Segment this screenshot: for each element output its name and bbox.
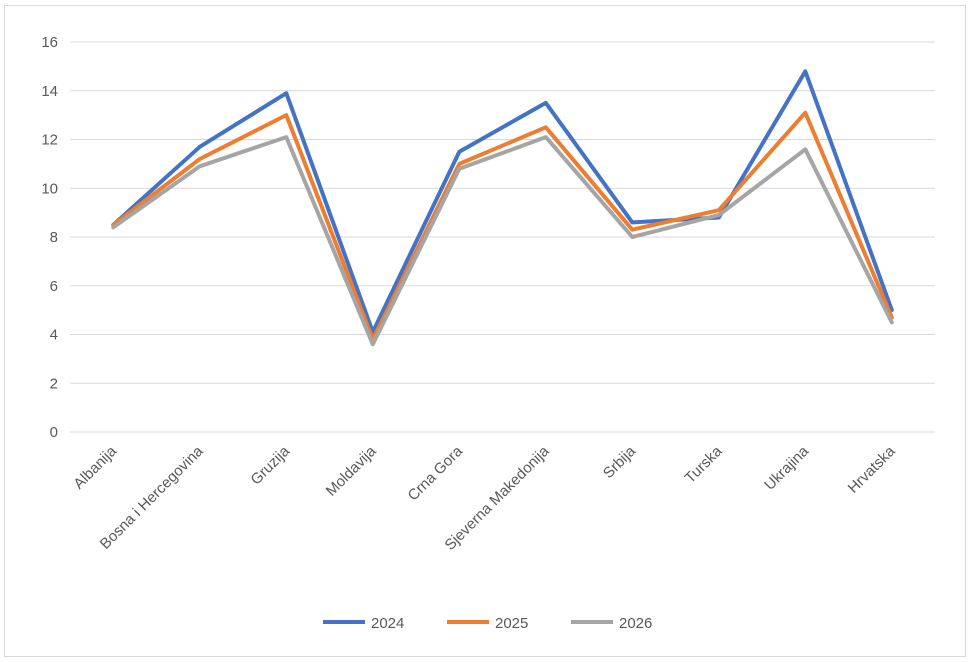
x-category-label: Turska [682, 442, 727, 487]
y-tick-label: 12 [41, 132, 58, 149]
legend-label: 2026 [619, 615, 652, 632]
y-tick-label: 2 [50, 375, 58, 392]
y-tick-label: 4 [50, 327, 58, 344]
x-category-label: Crna Gora [405, 442, 467, 504]
legend-entry-2024: 2024 [323, 615, 404, 632]
chart-frame: 0 2 4 6 8 10 12 14 16 Albanija Bosna i Hercegovin… [4, 5, 966, 657]
x-category-label: Albanija [70, 442, 120, 492]
gridlines [70, 41, 935, 433]
y-tick-label: 14 [41, 83, 58, 100]
y-tick-label: 16 [41, 34, 58, 51]
legend-label: 2024 [371, 615, 404, 632]
series-line-2024 [111, 69, 894, 335]
legend-label: 2025 [495, 615, 528, 632]
y-tick-label: 0 [50, 424, 58, 441]
x-category-label: Gruzija [247, 442, 293, 488]
x-category-label: Ukrajina [761, 442, 812, 493]
series-line-2026 [111, 135, 894, 347]
legend-entry-2025: 2025 [447, 615, 528, 632]
x-category-label: Moldavija [323, 442, 380, 499]
x-category-label: Srbija [600, 442, 640, 482]
y-tick-label: 6 [50, 278, 58, 295]
x-category-label: Hrvatska [845, 442, 899, 496]
series-lines [111, 69, 894, 347]
y-tick-label: 10 [41, 180, 58, 197]
y-tick-label: 8 [50, 229, 58, 246]
y-axis-ticks: 0 2 4 6 8 10 12 14 16 [41, 34, 58, 441]
legend-entry-2026: 2026 [571, 615, 652, 632]
legend: 2024 2025 2026 [323, 615, 652, 632]
series-line-2025 [111, 110, 894, 342]
